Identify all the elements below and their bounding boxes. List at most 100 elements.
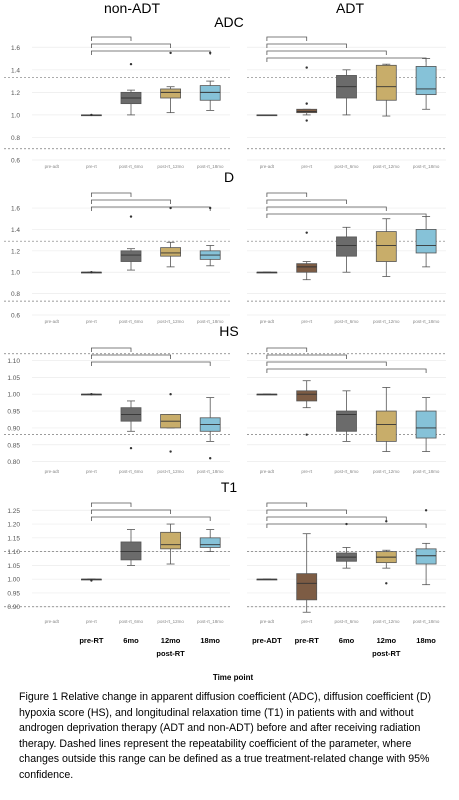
panel-adt: pre-adt pre-rt post-rt_6mo post-rt_12mo post… <box>247 36 446 169</box>
significance-bracket <box>91 199 171 204</box>
y-tick-label: 0.6 <box>11 158 20 165</box>
y-tick-label: 1.00 <box>7 392 20 399</box>
panel-non-adt: 0.6 0.8 1.0 1.2 1.4 1.6 pre-adt pre-rt post-rt_6… <box>4 36 230 169</box>
y-tick-label: 0.90 <box>7 604 20 611</box>
x-tick-label: post-rt_18mo <box>197 469 224 474</box>
x-tick-label: post-rt_18mo <box>197 164 224 169</box>
x-tick-label: pre-rt <box>301 164 313 169</box>
box-pre-rt <box>296 263 318 273</box>
panel-adt: pre-adt pre-rt post-rt_6mo post-rt_12mo post… <box>247 347 446 474</box>
significance-bracket <box>266 502 308 507</box>
x-tick-label: post-rt_18mo <box>413 319 440 324</box>
y-tick-label: 0.95 <box>7 590 20 597</box>
x-tick-label: post-rt_18mo <box>413 619 440 624</box>
y-tick-label: 0.6 <box>11 313 20 320</box>
outlier-point <box>90 271 93 274</box>
x-tick-label: post-rt_18mo <box>197 319 224 324</box>
outlier-point <box>90 113 93 117</box>
x-tick-label: post-rt_12mo <box>157 319 184 324</box>
post-rt-group-label: post-RT <box>156 649 185 658</box>
outlier-point <box>169 206 172 210</box>
y-tick-label: 1.6 <box>11 206 20 213</box>
box-post-rt_18mo <box>415 410 437 439</box>
y-tick-label: 0.95 <box>7 409 20 416</box>
x-axis-title: Time point <box>213 673 254 682</box>
box-post-rt_18mo <box>415 66 437 96</box>
significance-bracket <box>91 361 211 366</box>
x-tick-label: pre-adt <box>45 619 60 624</box>
x-tick-label: pre-adt <box>260 469 275 474</box>
x-axis-label: 6mo <box>339 636 355 645</box>
significance-bracket <box>266 347 308 352</box>
box-post-rt_6mo <box>120 250 142 262</box>
outlier-point <box>209 457 212 460</box>
box-post-rt_12mo <box>160 88 182 99</box>
significance-bracket <box>266 368 427 373</box>
panel-non-adt: 0.90 0.95 1.00 1.05 1.10 1.15 1.20 1.25 pre-adt p… <box>4 502 230 624</box>
significance-bracket <box>91 50 211 55</box>
y-tick-label: 1.25 <box>7 508 20 515</box>
x-axis-label: pre-RT <box>79 636 104 645</box>
significance-bracket <box>266 36 308 41</box>
y-tick-label: 0.80 <box>7 459 20 466</box>
x-tick-label: post-rt_6mo <box>119 619 144 624</box>
significance-bracket <box>266 50 387 55</box>
box-post-rt_18mo <box>199 85 221 101</box>
chart-title: T1 <box>221 479 238 495</box>
box-pre-rt <box>296 108 318 114</box>
x-tick-label: pre-rt <box>301 619 313 624</box>
outlier-point <box>90 393 93 396</box>
y-tick-label: 1.2 <box>11 248 20 255</box>
box-post-rt_18mo <box>199 537 221 548</box>
chart-panels: ADC 0.6 0.8 1.0 1.2 1.4 1.6 pre-adt pre-rt post-r… <box>4 14 446 624</box>
box-post-rt_12mo <box>160 531 182 550</box>
panel-non-adt: 0.6 0.8 1.0 1.2 1.4 1.6 pre-adt pre-rt post-rt_6… <box>4 192 230 324</box>
box-post-rt_6mo <box>336 410 357 432</box>
x-tick-label: post-rt_18mo <box>413 469 440 474</box>
y-tick-label: 1.10 <box>7 358 20 365</box>
x-tick-label: post-rt_12mo <box>373 164 400 169</box>
boxplot-figure: non-ADT ADT ADC 0.6 0.8 1.0 1.2 1.4 1.6 pre-adt… <box>4 0 446 682</box>
significance-bracket <box>91 509 171 514</box>
y-tick-label: 1.00 <box>7 577 20 584</box>
y-tick-label: 1.4 <box>11 67 20 74</box>
x-tick-label: post-rt_18mo <box>413 164 440 169</box>
x-tick-label: pre-adt <box>260 164 275 169</box>
x-tick-label: pre-adt <box>45 319 60 324</box>
outlier-point <box>305 433 308 436</box>
y-tick-label: 1.20 <box>7 522 20 529</box>
x-tick-label: post-rt_6mo <box>119 469 144 474</box>
significance-bracket <box>266 354 347 359</box>
significance-bracket <box>266 213 427 218</box>
x-axis-label: pre-ADT <box>252 636 282 645</box>
y-tick-label: 1.10 <box>7 549 20 556</box>
box-post-rt_12mo <box>160 247 182 257</box>
panel-adt: pre-adt pre-rt post-rt_6mo post-rt_12mo post… <box>247 502 446 624</box>
outlier-point <box>129 215 133 218</box>
significance-bracket <box>266 57 427 62</box>
outlier-point <box>305 102 308 105</box>
outlier-point <box>169 393 172 396</box>
significance-bracket <box>266 509 347 514</box>
x-axis-label: 6mo <box>123 636 139 645</box>
x-axis-label: 18mo <box>416 636 436 645</box>
outlier-point <box>305 119 308 122</box>
y-tick-label: 1.05 <box>7 375 20 382</box>
significance-bracket <box>266 192 308 197</box>
x-tick-label: post-rt_6mo <box>334 619 359 624</box>
outlier-point <box>305 231 308 234</box>
box-post-rt_18mo <box>415 548 437 565</box>
x-tick-label: post-rt_12mo <box>373 319 400 324</box>
x-tick-label: post-rt_6mo <box>119 319 144 324</box>
outlier-point <box>385 520 388 523</box>
x-axis-label: 12mo <box>161 636 181 645</box>
post-rt-group-label: post-RT <box>372 649 401 658</box>
y-tick-label: 0.85 <box>7 442 20 449</box>
x-tick-label: pre-adt <box>260 319 275 324</box>
y-tick-label: 1.05 <box>7 563 20 570</box>
y-tick-label: 0.8 <box>11 291 20 298</box>
chart-title: ADC <box>214 14 244 30</box>
x-tick-label: post-rt_6mo <box>334 164 359 169</box>
x-tick-label: pre-rt <box>86 619 98 624</box>
x-tick-label: pre-rt <box>301 319 313 324</box>
